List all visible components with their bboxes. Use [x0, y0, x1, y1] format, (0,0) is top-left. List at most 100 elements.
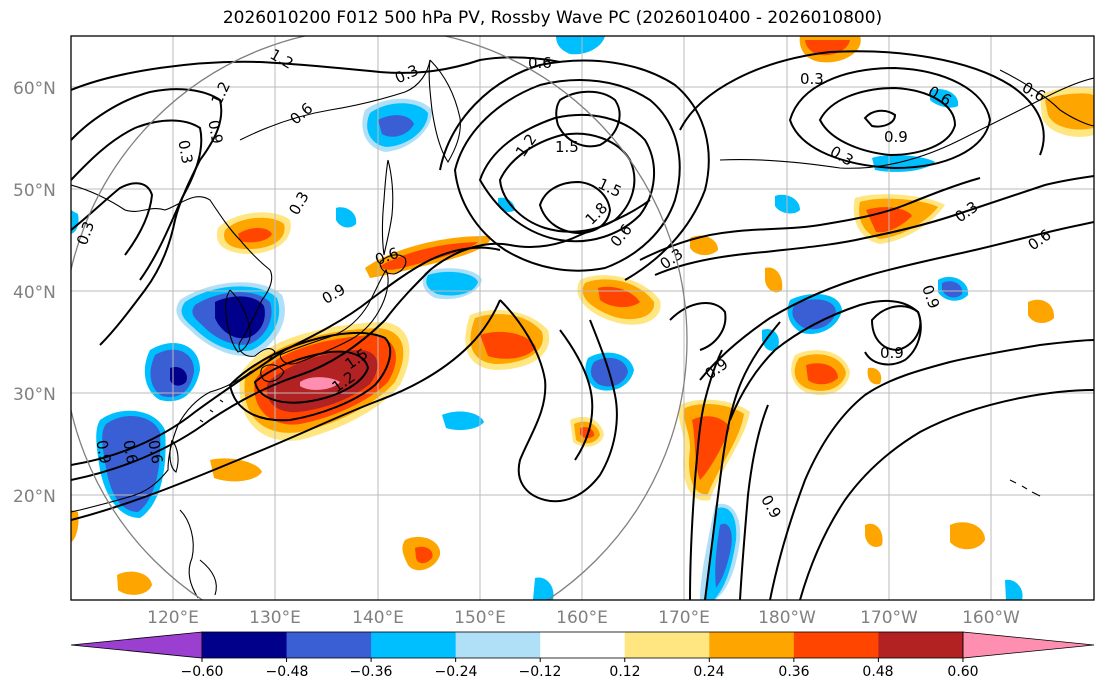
japan-honshu-coastline: [279, 268, 389, 365]
longitude-label: 140°E: [352, 608, 404, 628]
pv-contours: [71, 50, 1094, 600]
pv-contour-1.5-north: [498, 132, 636, 233]
latitude-label: 60°N: [13, 79, 56, 99]
colorbar-outline: [201, 631, 964, 659]
colorbar-segment: [793, 632, 879, 658]
pv-contour-0.9-east-tongue: [729, 299, 922, 421]
pv-contour-1.5-north-inner: [555, 90, 621, 148]
colorbar-segment: [202, 632, 288, 658]
pv-contour-1.8-north: [538, 180, 612, 235]
reference-circle: [71, 36, 688, 600]
pv-contour-0.3-west: [71, 56, 561, 91]
positive-anomaly-small-e: [690, 235, 718, 256]
pv-contour-1.5-jet: [253, 350, 370, 404]
hokkaido-coastline: [379, 254, 407, 275]
colorbar-tick-label: 0.24: [693, 664, 724, 680]
pv-contour-0.3-central: [499, 299, 618, 503]
pv-contour-0.3-far-east: [769, 339, 1094, 600]
pv-contour-0.3-south-tongue: [689, 349, 723, 600]
sakhalin-coastline: [381, 159, 394, 256]
colorbar-segment: [286, 632, 372, 658]
hawaii-islands: [1009, 479, 1041, 497]
contour-label: 0.9: [880, 344, 904, 362]
kamchatka-coastline: [428, 59, 461, 164]
negative-anomaly-small-1: [442, 411, 484, 430]
map-frame: [70, 35, 1095, 601]
longitude-label: 170°W: [860, 608, 918, 628]
pv-contour-0.6-ne: [788, 66, 992, 170]
taiwan-coastline: [169, 439, 179, 473]
colorbar-tick-label: 0.48: [862, 664, 893, 680]
philippines-coastline: [179, 509, 217, 599]
latitude-label: 50°N: [13, 181, 56, 201]
colorbar-segment: [455, 632, 541, 658]
colorbar-tick-label: −0.60: [181, 664, 224, 680]
pv-contour-0.3-west2: [71, 182, 154, 256]
map-plot-area: 1.2 0.3 0.6 1.2 0.9 0.3 0.6 1.2 1.5 1.5 …: [71, 36, 1094, 600]
colorbar-tick-label: 0.12: [609, 664, 640, 680]
pv-contour-1.2-ne-inner: [863, 109, 897, 128]
contour-label: 1.5: [555, 138, 579, 156]
longitude-label: 120°E: [147, 608, 199, 628]
contour-label: 0.3: [800, 70, 824, 88]
negative-anomaly-small-6: [930, 88, 959, 108]
colorbar-tick-label: −0.12: [519, 664, 562, 680]
alaska-coastline: [999, 69, 1094, 127]
contour-label: 0.6: [144, 439, 166, 466]
pv-contour-0.6-north: [439, 59, 710, 281]
colorbar-segment: [624, 632, 710, 658]
positive-anomaly-small-c: [117, 571, 152, 595]
pv-contour-0.9-ne: [818, 86, 957, 157]
colorbar-tick-label: 0.36: [778, 664, 809, 680]
longitude-label: 160°E: [556, 608, 608, 628]
map-title: 2026010200 F012 500 hPa PV, Rossby Wave …: [222, 8, 883, 28]
latitude-label: 30°N: [13, 385, 56, 405]
colorbar-segment: [540, 632, 626, 658]
pv-contour-0.9-west: [71, 88, 223, 346]
contour-label: 0.9: [884, 128, 908, 146]
longitude-label: 170°E: [658, 608, 710, 628]
longitude-label: 150°E: [454, 608, 506, 628]
colorbar-segment: [709, 632, 795, 658]
colorbar-tick-label: −0.24: [435, 664, 478, 680]
contour-label: 0.3: [174, 139, 196, 166]
japan-kyushu-coastline: [260, 364, 285, 383]
colorbar-ticks: [201, 658, 964, 662]
korea-coastline: [225, 289, 251, 353]
pv-contour-0.3-ne: [679, 50, 1045, 156]
pv-contour-1.2-jet: [228, 331, 392, 422]
coastlines: [71, 59, 1094, 599]
positive-anomaly-small-h: [1028, 299, 1055, 324]
aleutian-coastline: [719, 77, 1094, 169]
negative-anomaly-small-2: [336, 207, 357, 228]
pv-contour-0.6-south-tongue: [704, 321, 781, 600]
negative-anomaly-small-10: [533, 577, 554, 600]
colorbar-extend-min: [70, 631, 203, 659]
pv-contour-0.9-south-tongue: [739, 404, 769, 600]
pv-contour-0.6-central: [559, 329, 594, 461]
positive-anomaly-small-j: [867, 367, 882, 385]
negative-anomaly-small-8: [762, 328, 779, 351]
longitude-label: 180°W: [758, 608, 816, 628]
pv-contour-0.6-jet: [71, 199, 651, 481]
latitude-label: 20°N: [13, 487, 56, 507]
pv-contour-1.2-north: [478, 113, 656, 243]
pv-contour-0.9-north: [453, 79, 681, 272]
colorbar: −0.60 −0.48 −0.36 −0.24 −0.12 0.12 0.24 …: [70, 631, 1095, 680]
pv-contour-0.6-west: [71, 119, 203, 281]
positive-anomaly-small-g: [865, 523, 883, 547]
positive-anomaly-small-i: [765, 267, 783, 293]
okhotsk-coastline: [239, 59, 431, 141]
positive-anomaly-small-f: [950, 522, 985, 550]
positive-anomaly-small-b: [210, 458, 262, 482]
longitude-label: 160°W: [962, 608, 1020, 628]
contour-label: 0.9: [92, 439, 114, 466]
negative-anomaly-small-11: [1005, 579, 1023, 600]
pv-contour-0.9-hook: [669, 301, 727, 351]
colorbar-segments: [70, 631, 1095, 659]
colorbar-tick-label: −0.36: [350, 664, 393, 680]
colorbar-tick-label: −0.48: [266, 664, 309, 680]
pv-contour-0.9-jet: [71, 246, 501, 466]
pv-contour-0.3-east: [654, 175, 1094, 276]
